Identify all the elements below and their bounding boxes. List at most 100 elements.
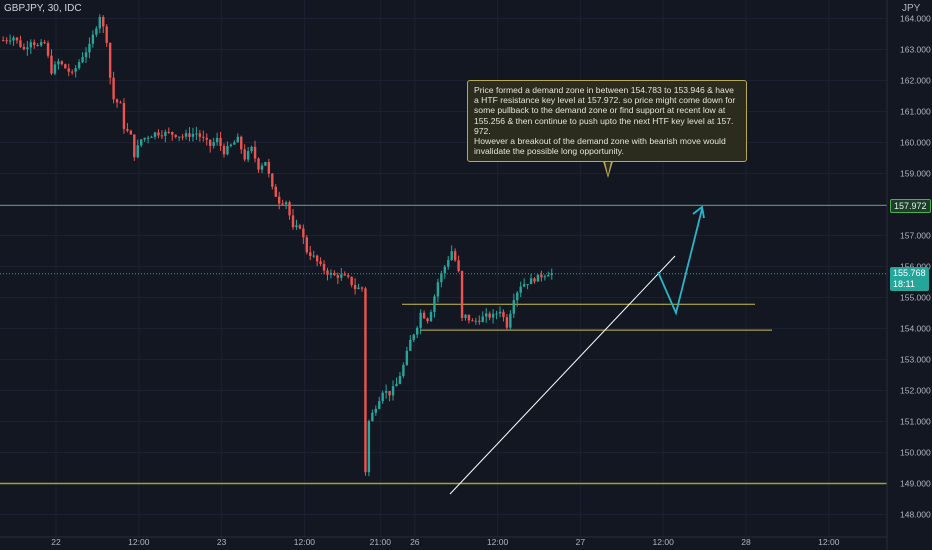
candle: [88, 37, 91, 59]
candle: [12, 35, 15, 46]
candle: [205, 133, 208, 146]
candle-body: [240, 136, 243, 150]
analysis-callout[interactable]: Price formed a demand zone in between 15…: [467, 80, 747, 162]
candle: [57, 58, 60, 70]
candle-body: [71, 71, 74, 73]
y-tick-label: 155.000: [900, 293, 931, 303]
candle-body: [243, 149, 246, 160]
candle-body: [215, 138, 219, 143]
candle-body: [350, 276, 353, 285]
candle-body: [464, 314, 467, 318]
candle: [219, 131, 222, 151]
candle-body: [519, 286, 522, 293]
candle-body: [236, 136, 239, 143]
candle-body: [15, 37, 19, 41]
candle: [278, 191, 281, 210]
x-tick-label: 12:00: [653, 537, 675, 547]
candle-body: [395, 383, 398, 387]
candle: [343, 271, 346, 276]
candle: [171, 131, 174, 141]
candle-body: [229, 144, 233, 146]
candle-body: [33, 42, 36, 46]
candle: [357, 283, 360, 290]
candle-body: [333, 272, 336, 276]
candle: [543, 274, 547, 281]
resistance-price-tag: 157.972: [890, 199, 931, 213]
currency-label: JPY: [902, 3, 921, 14]
candle: [50, 49, 53, 76]
candle-body: [419, 312, 422, 328]
candle-body: [133, 134, 136, 158]
candle: [243, 144, 246, 162]
candle: [391, 380, 395, 401]
candle: [512, 293, 515, 318]
candle: [516, 291, 519, 307]
candle-body: [322, 263, 326, 271]
candle-body: [295, 225, 298, 228]
candle-body: [108, 42, 112, 78]
candle-body: [198, 133, 202, 137]
x-tick-label: 12:00: [128, 537, 150, 547]
candle: [81, 52, 84, 64]
note-paragraph: However a breakout of the demand zone wi…: [474, 136, 726, 157]
candle: [91, 30, 95, 48]
candle-body: [298, 225, 302, 229]
candle-body: [226, 145, 229, 155]
candle-body: [136, 145, 139, 158]
y-tick-label: 161.000: [900, 107, 931, 117]
candle-body: [95, 28, 98, 35]
candle: [181, 134, 184, 141]
candle: [384, 384, 388, 399]
candle-body: [8, 40, 12, 42]
candle: [115, 98, 119, 108]
candle-body: [360, 287, 364, 289]
symbol-label[interactable]: GBPJPY, 30, IDC: [4, 3, 82, 14]
candle: [288, 200, 291, 220]
candle: [212, 137, 215, 149]
candle-body: [57, 61, 60, 65]
candle: [412, 333, 415, 343]
candle-body: [529, 278, 533, 285]
bar-countdown: 18:11: [893, 279, 915, 289]
candle-body: [343, 274, 346, 276]
candle: [319, 257, 322, 267]
y-tick-label: 151.000: [900, 417, 931, 427]
candle-body: [488, 313, 491, 318]
candle-body: [98, 16, 101, 29]
candle: [443, 264, 446, 279]
candle: [143, 137, 146, 142]
candle-body: [416, 327, 419, 335]
candle-body: [60, 61, 64, 65]
candle-body: [409, 339, 412, 351]
candle-body: [171, 131, 174, 135]
x-tick-label: 23: [217, 537, 227, 547]
candle-body: [447, 260, 450, 267]
candle-body: [77, 62, 81, 69]
candle: [108, 42, 112, 85]
candle-body: [177, 136, 181, 138]
candle-body: [219, 138, 222, 146]
candle-body: [422, 312, 426, 319]
candle-body: [540, 274, 543, 278]
x-tick-label: 21:00: [370, 537, 392, 547]
x-tick-label: 12:00: [487, 537, 509, 547]
candle-body: [284, 202, 288, 205]
candle: [364, 286, 367, 476]
candle: [191, 127, 195, 142]
candle-body: [340, 274, 343, 278]
candle: [46, 40, 50, 59]
candle: [77, 59, 81, 70]
candle-body: [46, 43, 50, 56]
x-tick-label: 22: [51, 537, 61, 547]
candle: [291, 208, 295, 230]
candle: [315, 254, 319, 267]
candle-body: [26, 47, 29, 50]
candle-body: [19, 40, 22, 47]
candlestick-series: [2, 14, 553, 477]
y-tick-label: 163.000: [900, 45, 931, 55]
drawings-layer: [449, 205, 705, 495]
candle-body: [112, 77, 115, 100]
candle: [374, 405, 377, 416]
candle-body: [129, 130, 133, 135]
